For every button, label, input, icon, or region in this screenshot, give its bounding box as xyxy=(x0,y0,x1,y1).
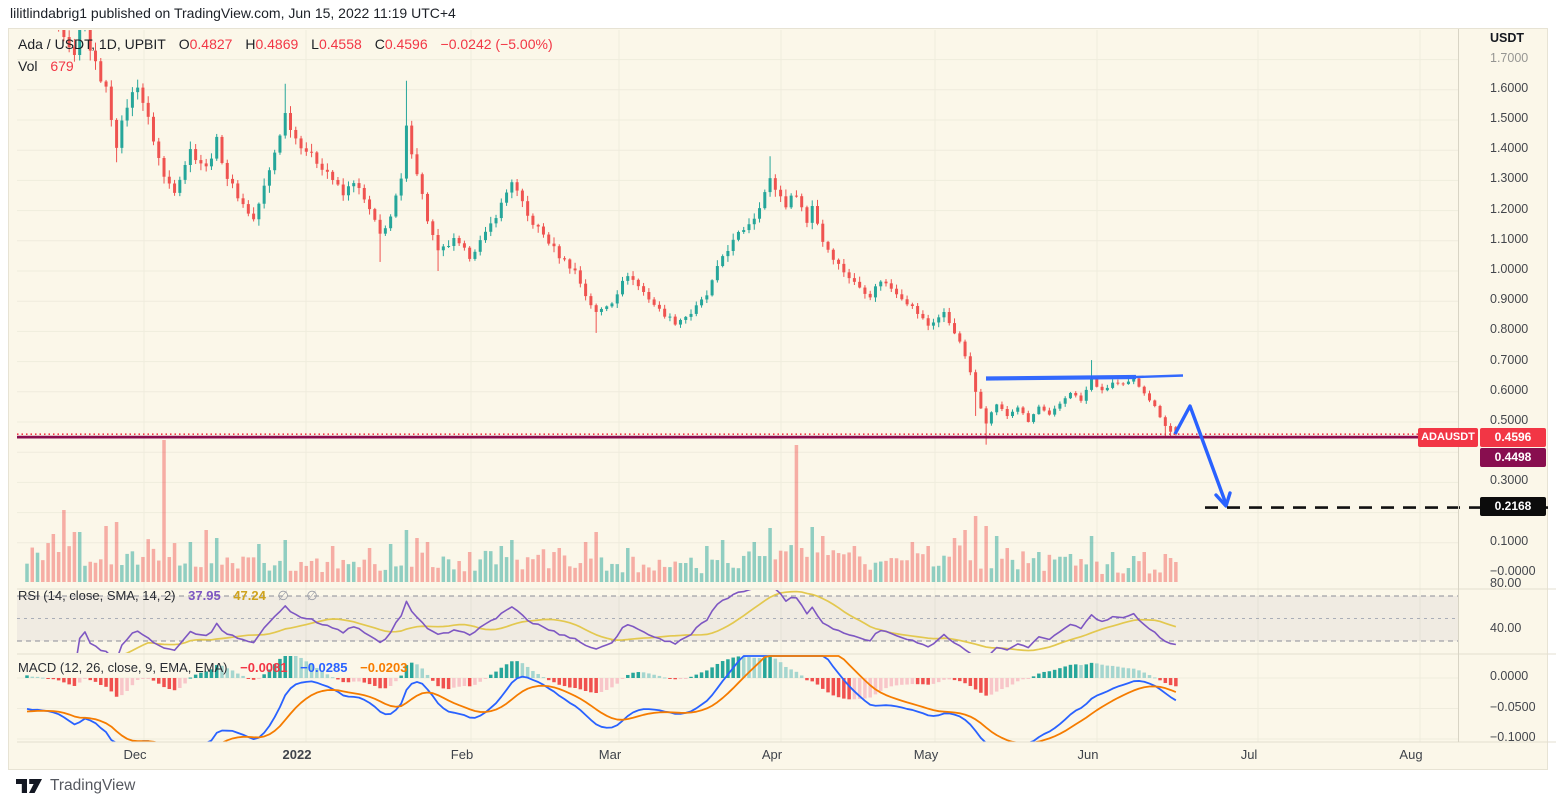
axis-tick: 1.1000 xyxy=(1490,231,1529,246)
time-axis-label: Apr xyxy=(761,747,783,762)
time-axis-label: Jul xyxy=(1240,747,1258,762)
axis-tick: 80.00 xyxy=(1490,575,1522,590)
volume-legend[interactable]: Vol 679 xyxy=(18,58,74,74)
axis-tick: 0.5000 xyxy=(1490,413,1529,427)
macd-line-value: −0.0285 xyxy=(300,660,348,675)
target-price-label[interactable]: 0.2168 xyxy=(1480,497,1546,516)
time-axis-label: Aug xyxy=(1399,747,1423,762)
pane-dividers xyxy=(17,29,1556,743)
axis-tick: 0.1000 xyxy=(1490,533,1529,548)
ohlc-low: L0.4558 xyxy=(311,36,362,52)
rsi-empty-plots: ∅ ∅ xyxy=(277,588,325,603)
chart-surface[interactable] xyxy=(9,29,1556,771)
volume-bars xyxy=(25,440,1178,582)
axis-tick: 0.0000 xyxy=(1490,669,1529,683)
rsi-legend[interactable]: RSI (14, close, SMA, 14, 2) 37.95 47.24 … xyxy=(18,588,325,604)
change-value: −0.0242 (−5.00%) xyxy=(440,36,553,52)
ohlc-high: H0.4869 xyxy=(245,36,299,52)
symbol-title: Ada / USDT, 1D, UPBIT xyxy=(18,36,166,52)
axis-tick: 0.7000 xyxy=(1490,352,1529,367)
candlesticks xyxy=(58,30,1178,445)
macd-title: MACD (12, 26, close, 9, EMA, EMA) xyxy=(18,660,228,675)
macd-line xyxy=(26,655,1177,742)
time-axis-label: Dec xyxy=(123,747,147,762)
axis-tick: 1.7000 xyxy=(1490,50,1529,65)
axis-tick: −0.0500 xyxy=(1490,699,1536,714)
macd-signal-line xyxy=(26,655,1177,742)
arrow-drawing[interactable] xyxy=(1173,404,1232,508)
rsi-band xyxy=(17,595,1458,642)
axis-tick: −0.1000 xyxy=(1490,730,1536,744)
axis-tick: 0.3000 xyxy=(1490,473,1529,488)
rsi-line xyxy=(76,590,1176,653)
axis-tick: 1.6000 xyxy=(1490,80,1529,95)
axis-tick: −0.0000 xyxy=(1490,564,1536,578)
rsi-ma-value: 47.24 xyxy=(233,588,266,603)
axis-tick: 1.4000 xyxy=(1490,141,1529,156)
time-axis-label: Mar xyxy=(598,747,622,762)
axis-tick: 0.9000 xyxy=(1490,292,1529,307)
axis-tick: 0.6000 xyxy=(1490,382,1529,397)
time-axis-label: Feb xyxy=(450,747,474,762)
axis-tick: 40.00 xyxy=(1490,620,1522,635)
axis-tick: 1.5000 xyxy=(1490,111,1529,125)
macd-hist-value: −0.0081 xyxy=(240,660,288,675)
tradingview-logo-icon xyxy=(16,778,42,793)
axis-tick: 1.0000 xyxy=(1490,262,1529,276)
time-axis-label: Jun xyxy=(1077,747,1099,762)
rsi-ma-line xyxy=(125,590,1177,653)
chart-frame xyxy=(8,28,1556,770)
last-price-label[interactable]: 0.4596 xyxy=(1480,428,1546,447)
grid-lines xyxy=(17,30,1458,742)
symbol-price-tag[interactable]: ADAUSDT xyxy=(1418,428,1478,447)
footer-brand[interactable]: TradingView xyxy=(16,777,135,795)
macd-legend[interactable]: MACD (12, 26, close, 9, EMA, EMA) −0.008… xyxy=(18,660,407,675)
rsi-value: 37.95 xyxy=(188,588,221,603)
time-axis-label: 2022 xyxy=(282,747,312,762)
ohlc-open: O0.4827 xyxy=(178,36,233,52)
trendline-drawing[interactable] xyxy=(985,374,1184,381)
volume-value: 679 xyxy=(50,58,74,74)
time-axis-label: May xyxy=(913,747,939,762)
published-info-bar: lilitlindabrig1 published on TradingView… xyxy=(10,5,456,21)
support-price-label[interactable]: 0.4498 xyxy=(1480,448,1546,467)
rsi-title: RSI (14, close, SMA, 14, 2) xyxy=(18,588,176,603)
symbol-legend[interactable]: Ada / USDT, 1D, UPBIT O0.4827 H0.4869 L0… xyxy=(18,36,553,52)
price-axis-unit: USDT xyxy=(1490,31,1525,45)
axis-tick: 0.8000 xyxy=(1490,322,1529,337)
axis-tick: 1.2000 xyxy=(1490,201,1529,216)
ohlc-close: C0.4596 xyxy=(374,36,428,52)
macd-signal-value: −0.0203 xyxy=(360,660,408,675)
volume-label: Vol xyxy=(18,58,38,74)
tradingview-brand-text: TradingView xyxy=(50,777,136,794)
axis-tick: 1.3000 xyxy=(1490,171,1529,186)
macd-histogram xyxy=(25,656,1178,700)
